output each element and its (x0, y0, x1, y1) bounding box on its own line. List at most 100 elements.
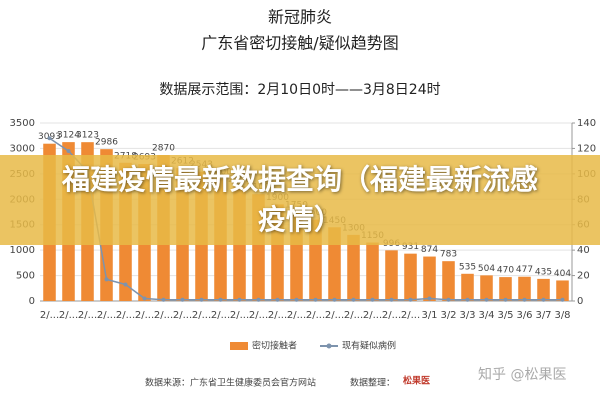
bar (404, 253, 417, 301)
x-tick-label: 3/1 (421, 310, 437, 321)
value-label: 477 (516, 265, 533, 275)
bar (442, 261, 455, 301)
y-tick-label: 0 (29, 296, 35, 307)
x-tick-label: 3/4 (478, 310, 494, 321)
legend-swatch (326, 343, 332, 349)
x-tick-label: 3/5 (497, 310, 513, 321)
bar (499, 277, 512, 301)
x-tick-label: 2/... (363, 310, 382, 321)
value-label: 2870 (152, 144, 175, 154)
x-tick-label: 2/... (306, 310, 325, 321)
x-tick-label: 2/... (154, 310, 173, 321)
y2-tick-label: 0 (577, 296, 583, 307)
point (484, 297, 489, 302)
point (541, 297, 546, 302)
x-tick-label: 2/... (116, 310, 135, 321)
watermark: 知乎 @松果医 (478, 366, 566, 383)
point (332, 297, 337, 302)
value-label: 2986 (95, 138, 118, 148)
point (123, 282, 128, 287)
line (49, 137, 563, 301)
x-tick-label: 3/3 (459, 310, 475, 321)
value-label: 874 (421, 245, 438, 255)
point (237, 297, 242, 302)
value-label: 404 (554, 269, 571, 279)
chart-title: 新冠肺炎 (268, 8, 332, 27)
bar (366, 242, 379, 301)
y-tick-label: 3000 (10, 143, 35, 154)
y2-tick-label: 140 (577, 118, 596, 129)
point (47, 136, 52, 141)
value-label: 470 (497, 266, 514, 276)
banner-text: 福建疫情最新数据查询（福建最新流感疫情） (61, 163, 538, 236)
value-label: 435 (535, 267, 552, 277)
value-label: 3123 (76, 131, 99, 141)
value-label: 535 (459, 262, 476, 272)
x-tick-label: 3/8 (554, 310, 570, 321)
point (256, 297, 261, 302)
x-tick-label: 2/... (287, 310, 306, 321)
banner: 福建疫情最新数据查询（福建最新流感疫情） (0, 155, 600, 245)
x-tick-label: 2/... (59, 310, 78, 321)
value-label: 504 (478, 264, 495, 274)
point (503, 297, 508, 302)
y2-tick-label: 40 (577, 245, 590, 256)
x-tick-label: 2/... (192, 310, 211, 321)
y2-tick-label: 20 (577, 271, 590, 282)
point (180, 297, 185, 302)
y-tick-label: 3500 (10, 118, 35, 129)
x-tick-label: 2/... (78, 310, 97, 321)
bar (385, 250, 398, 301)
point (560, 297, 565, 302)
x-tick-label: 2/... (344, 310, 363, 321)
bar (556, 280, 569, 301)
x-tick-label: 2/... (268, 310, 287, 321)
range-note: 数据展示范围：2月10日0时——3月8日24时 (159, 81, 440, 98)
point (370, 297, 375, 302)
bar (518, 276, 531, 301)
bar (461, 273, 474, 301)
x-tick-label: 2/... (97, 310, 116, 321)
x-tick-label: 2/... (173, 310, 192, 321)
legend-label: 现有疑似病例 (342, 340, 396, 352)
point (294, 297, 299, 302)
point (427, 296, 432, 301)
point (218, 297, 223, 302)
point (66, 148, 71, 153)
x-tick-label: 3/2 (440, 310, 456, 321)
x-tick-label: 3/7 (535, 310, 551, 321)
x-tick-label: 2/... (211, 310, 230, 321)
logo: 松果医 (403, 375, 430, 387)
bar (347, 234, 360, 301)
point (446, 297, 451, 302)
point (104, 277, 109, 282)
point (161, 297, 166, 302)
point (313, 297, 318, 302)
bar (537, 278, 550, 301)
compiler: 数据整理： (350, 377, 395, 389)
x-tick-label: 2/... (382, 310, 401, 321)
source: 数据来源：广东省卫生健康委员会官方网站 (145, 377, 316, 389)
value-label: 3124 (57, 131, 80, 141)
legend-swatch (230, 342, 248, 350)
y-tick-label: 500 (16, 271, 35, 282)
point (351, 297, 356, 302)
point (275, 297, 280, 302)
x-tick-label: 3/6 (516, 310, 532, 321)
bar (423, 256, 436, 301)
point (408, 297, 413, 302)
x-tick-label: 2/... (40, 310, 59, 321)
value-label: 931 (402, 242, 419, 252)
point (389, 297, 394, 302)
chart-subtitle: 广东省密切接触/疑似趋势图 (201, 34, 398, 53)
x-tick-label: 2/... (135, 310, 154, 321)
bar (328, 227, 341, 301)
point (142, 296, 147, 301)
y-tick-label: 1000 (10, 245, 35, 256)
value-label: 783 (440, 250, 457, 260)
point (465, 297, 470, 302)
x-tick-label: 2/... (249, 310, 268, 321)
point (199, 297, 204, 302)
point (522, 297, 527, 302)
